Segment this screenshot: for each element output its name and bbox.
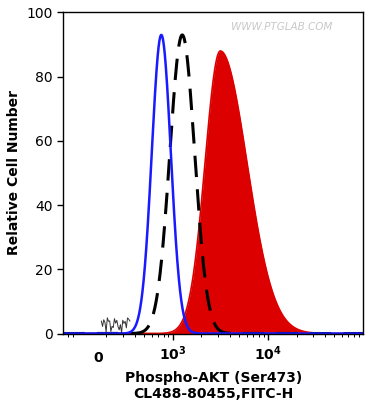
- X-axis label: Phospho-AKT (Ser473)
CL488-80455,FITC-H: Phospho-AKT (Ser473) CL488-80455,FITC-H: [125, 371, 302, 401]
- Text: 0: 0: [93, 351, 102, 365]
- Text: WWW.PTGLAB.COM: WWW.PTGLAB.COM: [231, 22, 333, 32]
- Y-axis label: Relative Cell Number: Relative Cell Number: [7, 91, 21, 255]
